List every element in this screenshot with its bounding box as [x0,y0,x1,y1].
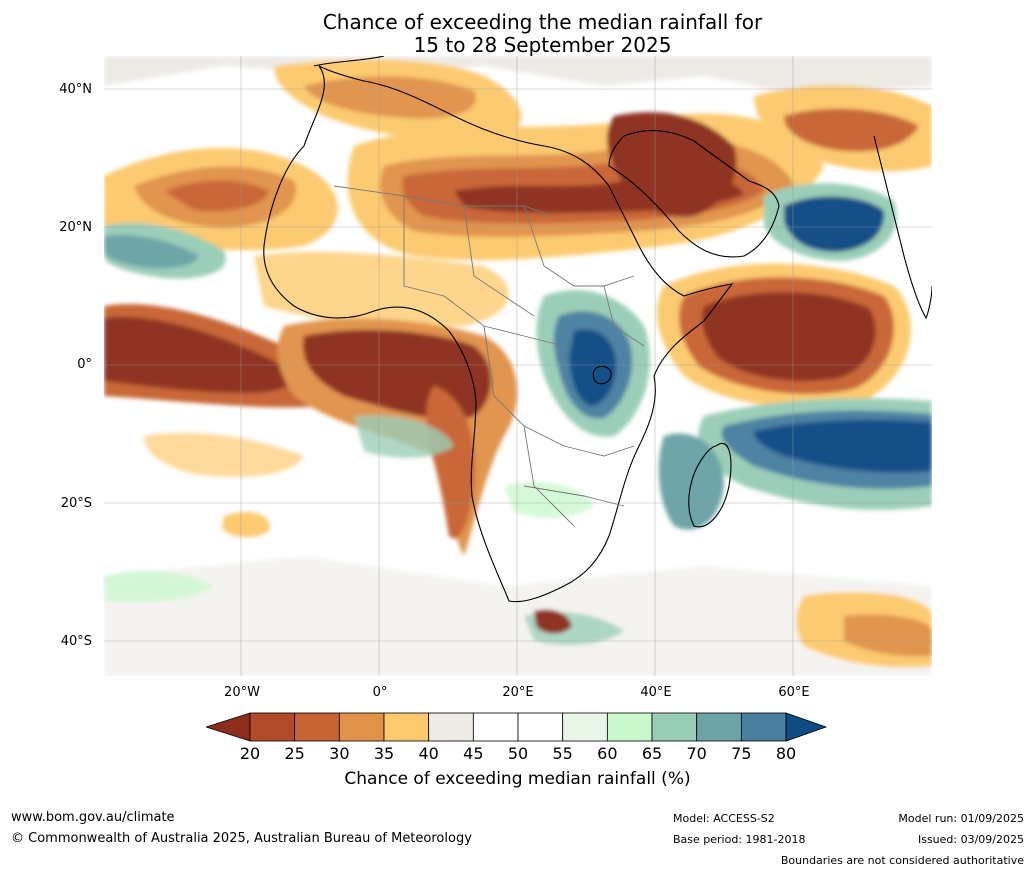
colorbar-bin [562,712,608,742]
lon-label-20w: 20°W [224,685,260,700]
lon-label-0: 0° [372,685,388,700]
footer-model-run: Model run: 01/09/2025 [898,812,1024,825]
footer-issued: Issued: 03/09/2025 [917,833,1024,846]
colorbar-tick-label: 50 [507,744,529,763]
colorbar-tick-label: 25 [284,744,305,763]
map-title-line2: 15 to 28 September 2025 [413,33,672,57]
colorbar-extend-high [785,712,828,742]
lat-label-40s: 40°S [60,634,92,649]
colorbar-extend-low [206,712,251,742]
colorbar-bin [472,712,519,742]
lat-label-equator: 0° [77,357,92,372]
colorbar-bin [294,712,340,742]
rainfall-probability-map [104,56,932,676]
colorbar-bin [249,712,296,742]
footer-model: Model: ACCESS-S2 [673,812,775,825]
footer-disclaimer: Boundaries are not considered authoritat… [780,854,1024,867]
colorbar-bin [517,712,564,742]
probability-field [104,56,932,676]
colorbar-tick-label: 35 [373,744,395,763]
lat-label-20s: 20°S [60,496,92,511]
graticule [104,56,932,676]
colorbar-tick-label: 45 [463,744,484,763]
colorbar-bin [651,712,698,742]
colorbar-bin [740,712,787,742]
colorbar-tick-label: 55 [552,744,573,763]
footer-website: www.bom.gov.au/climate [11,810,175,825]
colorbar-bin [383,712,430,742]
lon-label-60e: 60°E [778,685,810,700]
colorbar-tick-label: 75 [731,744,752,763]
colorbar-bin [428,712,474,742]
colorbar-label: Chance of exceeding median rainfall (%) [344,769,691,789]
colorbar-tick-label: 20 [239,744,261,763]
country-borders [333,185,645,527]
footer-base-period: Base period: 1981-2018 [673,833,806,846]
colorbar-tick-label: 40 [418,744,439,763]
colorbar-tick-label: 60 [597,744,618,763]
colorbar-tick-label: 70 [686,744,707,763]
coastlines [263,56,932,603]
colorbar-tick-label: 65 [641,744,663,763]
colorbar-bin [696,712,742,742]
lat-label-40n: 40°N [59,82,92,97]
colorbar-tick-label: 80 [775,744,797,763]
colorbar-bin [606,712,653,742]
map-title-line1: Chance of exceeding the median rainfall … [322,10,763,34]
colorbar-bin [338,712,385,742]
footer-copyright: © Commonwealth of Australia 2025, Austra… [11,831,472,846]
lat-label-20n: 20°N [59,220,92,235]
lon-label-20e: 20°E [502,685,534,700]
lon-label-40e: 40°E [640,685,672,700]
colorbar-tick-label: 30 [329,744,350,763]
colorbar [206,712,828,742]
